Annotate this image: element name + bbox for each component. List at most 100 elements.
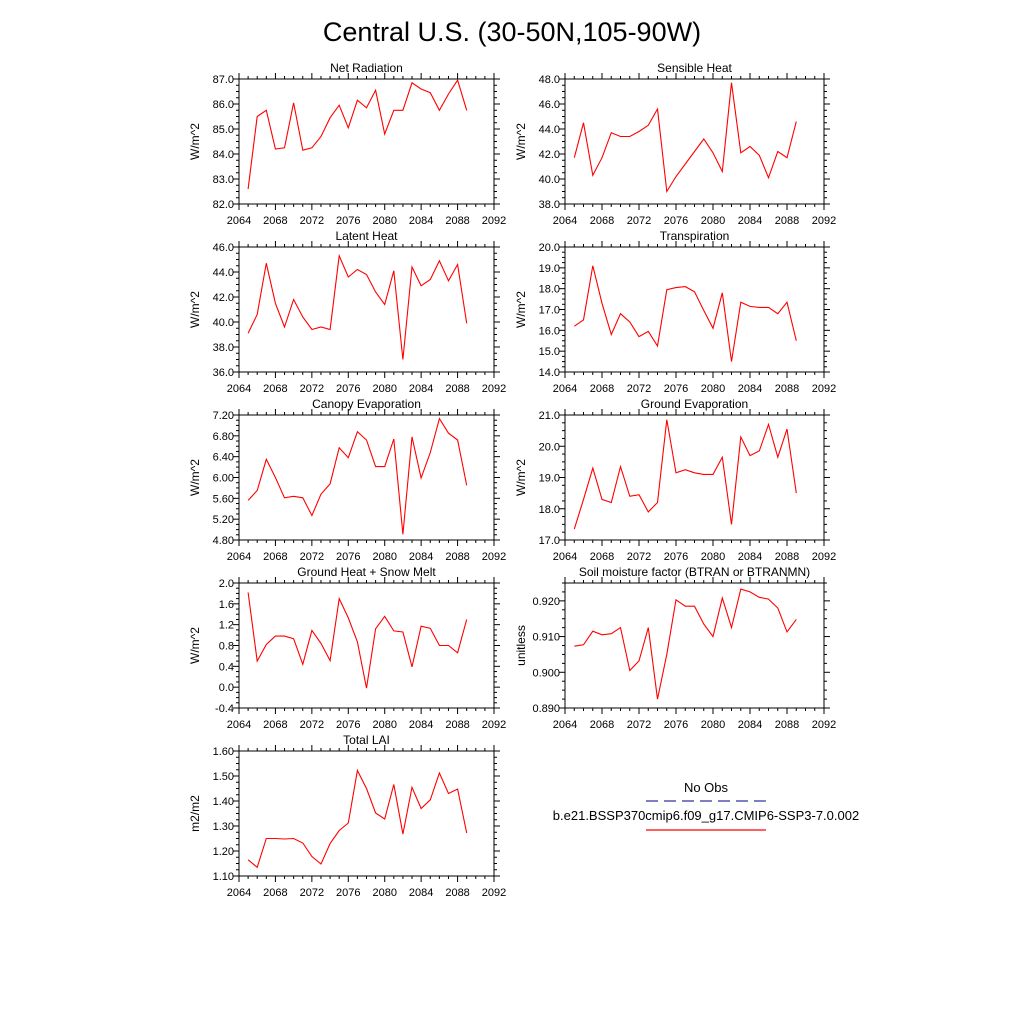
x-tick-label: 2076 <box>664 719 688 731</box>
y-tick-label: 46.0 <box>539 99 560 111</box>
y-tick-label: 0.4 <box>219 661 234 673</box>
panel-title: Ground Heat + Snow Melt <box>297 565 436 579</box>
y-tick-label: 19.0 <box>539 473 560 485</box>
x-tick-label: 2080 <box>372 551 396 563</box>
y-tick-label: 6.80 <box>213 431 234 443</box>
x-tick-label: 2064 <box>227 215 251 227</box>
x-tick-label: 2088 <box>445 383 469 395</box>
panel-1: Net Radiation 2064 2068 2072 2076 2080 2084 208… <box>188 61 506 227</box>
y-tick-label: 5.60 <box>213 493 234 505</box>
y-axis-label: W/m^2 <box>514 291 528 328</box>
panel-grid: Net Radiation 2064 2068 2072 2076 2080 2084 208… <box>188 61 836 899</box>
x-tick-label: 2072 <box>627 383 651 395</box>
y-axis-label: unitless <box>514 625 528 666</box>
x-tick-label: 2088 <box>775 551 799 563</box>
plot-frame <box>238 582 495 709</box>
x-tick-label: 2068 <box>590 215 614 227</box>
panel-title: Transpiration <box>660 229 730 243</box>
y-tick-label: 0.900 <box>532 667 560 679</box>
y-tick-label: 1.10 <box>213 871 234 883</box>
y-tick-label: 1.20 <box>213 846 234 858</box>
y-tick-label: 6.00 <box>213 473 234 485</box>
x-tick-label: 2080 <box>372 215 396 227</box>
y-axis-label: W/m^2 <box>188 123 202 160</box>
x-tick-label: 2076 <box>664 383 688 395</box>
y-tick-label: 42.0 <box>213 292 234 304</box>
y-tick-label: 83.0 <box>213 174 234 186</box>
y-axis-label: W/m^2 <box>188 459 202 496</box>
y-tick-label: 82.0 <box>213 199 234 211</box>
x-tick-label: 2092 <box>482 887 506 899</box>
panel-2: Sensible Heat 2064 2068 2072 2076 2080 2084 208… <box>514 61 836 227</box>
panel-6: Ground Evaporation 2064 2068 2072 2076 2080 20… <box>514 397 836 563</box>
x-tick-label: 2068 <box>263 719 287 731</box>
y-tick-label: 38.0 <box>539 199 560 211</box>
x-tick-label: 2064 <box>227 383 251 395</box>
y-tick-label: -0.4 <box>215 703 234 715</box>
x-tick-label: 2088 <box>445 887 469 899</box>
series-line <box>247 253 468 360</box>
series-line <box>247 592 468 689</box>
x-tick-label: 2076 <box>336 215 360 227</box>
plot-frame <box>238 78 495 205</box>
y-tick-label: 42.0 <box>539 149 560 161</box>
y-tick-label: 19.0 <box>539 263 560 275</box>
panel-8: Soil moisture factor (BTRAN or BTRANMN) 2… <box>514 565 836 731</box>
legend-obs-label: No Obs <box>684 780 729 795</box>
y-tick-label: 0.910 <box>532 632 560 644</box>
x-tick-label: 2080 <box>372 719 396 731</box>
x-tick-label: 2084 <box>409 383 433 395</box>
plot-frame <box>564 78 825 205</box>
y-tick-label: 48.0 <box>539 74 560 86</box>
x-tick-label: 2064 <box>553 551 577 563</box>
x-tick-label: 2068 <box>590 383 614 395</box>
y-tick-label: 14.0 <box>539 367 560 379</box>
y-tick-label: 1.40 <box>213 796 234 808</box>
y-tick-label: 16.0 <box>539 325 560 337</box>
y-tick-label: 7.20 <box>213 410 234 422</box>
x-tick-label: 2068 <box>590 719 614 731</box>
y-tick-label: 20.0 <box>539 441 560 453</box>
x-tick-label: 2084 <box>409 551 433 563</box>
x-tick-label: 2076 <box>336 887 360 899</box>
x-tick-label: 2092 <box>812 215 836 227</box>
y-tick-label: 1.30 <box>213 821 234 833</box>
panel-title: Sensible Heat <box>657 61 732 75</box>
x-tick-label: 2092 <box>482 383 506 395</box>
panel-5: Canopy Evaporation 2064 2068 2072 2076 2080 20… <box>188 397 506 563</box>
y-tick-label: 36.0 <box>213 367 234 379</box>
x-tick-label: 2084 <box>738 551 762 563</box>
x-tick-label: 2064 <box>553 215 577 227</box>
y-tick-label: 2.0 <box>219 578 234 590</box>
series-line <box>247 768 468 869</box>
y-tick-label: 1.60 <box>213 746 234 758</box>
y-tick-label: 20.0 <box>539 242 560 254</box>
y-tick-label: 86.0 <box>213 99 234 111</box>
y-tick-label: 4.80 <box>213 535 234 547</box>
x-tick-label: 2076 <box>664 215 688 227</box>
x-tick-label: 2076 <box>336 551 360 563</box>
y-tick-label: 1.6 <box>219 599 234 611</box>
x-tick-label: 2092 <box>482 215 506 227</box>
x-tick-label: 2092 <box>812 383 836 395</box>
x-tick-label: 2084 <box>738 719 762 731</box>
y-tick-label: 40.0 <box>539 174 560 186</box>
y-tick-label: 0.8 <box>219 641 234 653</box>
x-tick-label: 2076 <box>336 719 360 731</box>
x-tick-label: 2072 <box>300 719 324 731</box>
x-tick-label: 2088 <box>775 719 799 731</box>
y-tick-label: 0.0 <box>219 682 234 694</box>
panel-title: Ground Evaporation <box>641 397 748 411</box>
y-axis-label: W/m^2 <box>188 627 202 664</box>
panel-title: Net Radiation <box>330 61 403 75</box>
y-tick-label: 38.0 <box>213 342 234 354</box>
x-tick-label: 2064 <box>553 383 577 395</box>
panel-title: Latent Heat <box>335 229 398 243</box>
x-tick-label: 2088 <box>775 383 799 395</box>
x-tick-label: 2092 <box>482 719 506 731</box>
y-tick-label: 1.50 <box>213 771 234 783</box>
x-tick-label: 2080 <box>372 887 396 899</box>
x-tick-label: 2088 <box>775 215 799 227</box>
x-tick-label: 2084 <box>409 215 433 227</box>
